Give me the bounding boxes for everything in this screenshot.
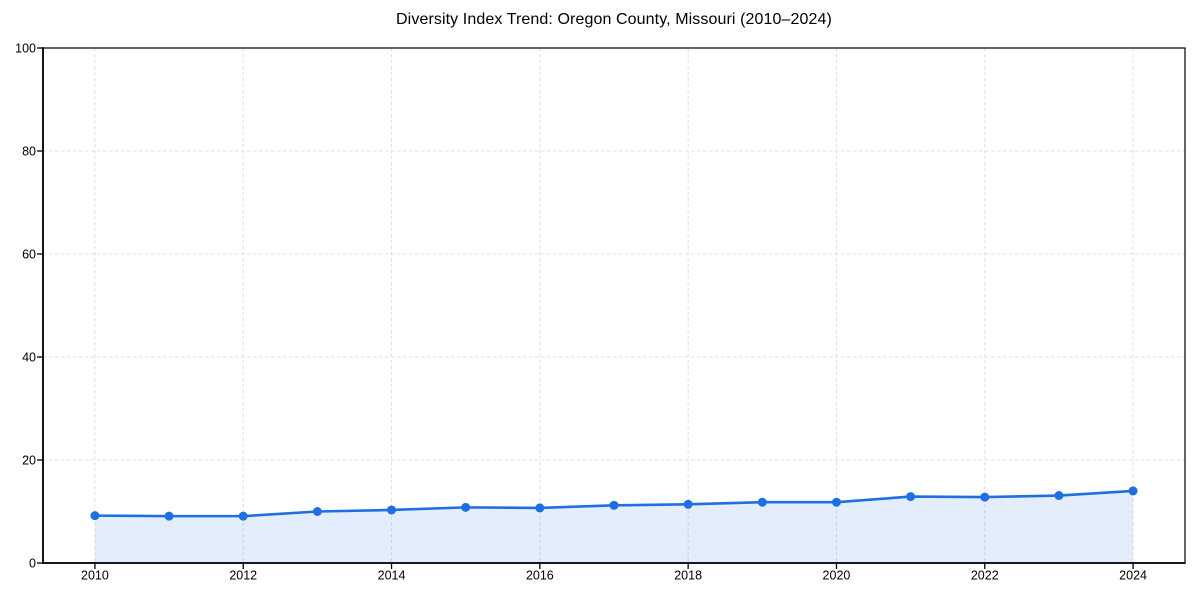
data-point-marker [831, 497, 841, 507]
x-tick-label: 2014 [378, 569, 406, 583]
data-point-marker [238, 511, 248, 521]
data-point-marker [1128, 486, 1138, 496]
plot-frame [42, 47, 1186, 564]
data-point-marker [535, 503, 545, 513]
y-tick-label: 80 [22, 144, 36, 158]
y-tick-label: 0 [29, 556, 36, 570]
data-point-marker [609, 500, 619, 510]
x-tick-label: 2016 [526, 569, 554, 583]
y-tick-label: 20 [22, 453, 36, 467]
x-tick-label: 2020 [823, 569, 851, 583]
data-point-marker [980, 492, 990, 502]
data-point-marker [1054, 491, 1064, 501]
chart-title: Diversity Index Trend: Oregon County, Mi… [396, 11, 832, 28]
x-tick-label: 2010 [81, 569, 109, 583]
data-point-marker [312, 507, 322, 516]
data-point-marker [757, 497, 767, 507]
data-point-marker [683, 499, 693, 509]
data-point-marker [90, 511, 100, 521]
data-point-marker [164, 511, 174, 521]
y-tick-label: 60 [22, 247, 36, 261]
data-point-marker [387, 505, 397, 515]
x-tick-label: 2022 [971, 569, 999, 583]
x-tick-label: 2024 [1119, 569, 1147, 583]
y-tick-label: 40 [22, 350, 36, 364]
y-tick-label: 100 [15, 41, 36, 55]
data-point-marker [906, 492, 916, 502]
x-tick-label: 2012 [229, 569, 257, 583]
x-tick-label: 2018 [674, 569, 702, 583]
area-fill [94, 490, 1134, 563]
data-point-marker [461, 502, 471, 512]
